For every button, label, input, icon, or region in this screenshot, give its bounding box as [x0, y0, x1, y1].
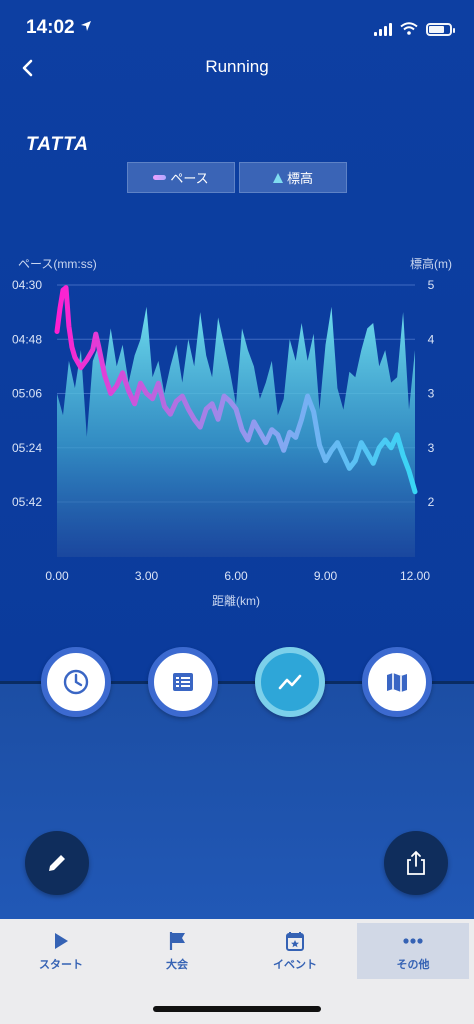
pace-tick-label: 05:24	[12, 441, 42, 455]
location-arrow-icon	[80, 20, 92, 36]
edit-button[interactable]	[25, 831, 89, 895]
chart-line-icon	[278, 674, 302, 690]
elevation-area	[57, 306, 415, 557]
cellular-signal-icon	[374, 23, 392, 36]
divider-line	[0, 681, 474, 684]
tab-more[interactable]: その他	[357, 923, 469, 979]
distance-tick-label: 9.00	[314, 569, 338, 583]
pencil-icon	[49, 855, 65, 871]
legend-elevation-label: 標高	[286, 172, 313, 187]
pace-tick-label: 04:30	[12, 278, 42, 292]
list-icon	[173, 673, 193, 691]
calendar-star-icon	[286, 932, 304, 951]
tab-events-label: イベント	[273, 958, 317, 971]
tatta-logo: TATTA	[26, 134, 90, 155]
home-indicator	[153, 1006, 321, 1012]
right-axis-title: 標高(m)	[410, 256, 452, 271]
elevation-tick-label: 4	[428, 332, 435, 346]
distance-tick-label: 0.00	[45, 569, 69, 583]
header-background	[0, 0, 474, 683]
list-button[interactable]	[148, 647, 218, 717]
elevation-tick-label: 5	[428, 278, 435, 292]
pace-elevation-chart: ペース(mm:ss) 標高(m) 04:30 04:48 05:06 05:24 05:42…	[12, 256, 452, 608]
play-icon	[55, 933, 68, 949]
status-bar: 14:02	[0, 0, 474, 56]
legend-elevation-toggle[interactable]: 標高	[239, 162, 347, 193]
chart-button[interactable]	[255, 647, 325, 717]
distance-tick-label: 3.00	[135, 569, 159, 583]
pace-tick-label: 04:48	[12, 332, 42, 346]
map-icon	[387, 673, 407, 692]
tab-more-label: その他	[396, 958, 430, 971]
elevation-tick-label: 2	[428, 495, 435, 509]
chevron-left-icon	[22, 59, 33, 77]
tab-races[interactable]: 大会	[121, 923, 233, 979]
tab-start[interactable]: スタート	[5, 923, 117, 979]
back-button[interactable]	[14, 54, 44, 84]
status-icons	[374, 20, 455, 39]
pace-tick-label: 05:06	[12, 387, 42, 401]
pace-tick-label: 05:42	[12, 495, 42, 509]
legend-pace-label: ペース	[170, 172, 209, 187]
tab-start-label: スタート	[39, 958, 83, 971]
wifi-icon	[400, 20, 418, 39]
pace-swatch-icon	[153, 175, 167, 180]
share-button[interactable]	[384, 831, 448, 895]
distance-tick-label: 12.00	[400, 569, 430, 583]
tab-races-label: 大会	[166, 958, 188, 971]
elevation-tick-label: 3	[428, 387, 435, 401]
more-icon	[403, 938, 423, 944]
clock-icon	[63, 669, 89, 695]
x-axis-title: 距離(km)	[212, 594, 260, 608]
tab-events[interactable]: イベント	[239, 923, 351, 979]
battery-icon	[426, 23, 455, 36]
flag-icon	[169, 932, 185, 950]
map-button[interactable]	[362, 647, 432, 717]
share-icon	[407, 850, 425, 875]
elevation-tick-label: 3	[428, 441, 435, 455]
status-time: 14:02	[26, 17, 75, 38]
legend-pace-toggle[interactable]: ペース	[127, 162, 235, 193]
history-button[interactable]	[41, 647, 111, 717]
left-axis-title: ペース(mm:ss)	[18, 257, 97, 271]
pace-line	[54, 285, 418, 495]
mountain-icon	[272, 172, 283, 183]
page-title: Running	[205, 57, 269, 76]
distance-tick-label: 6.00	[224, 569, 248, 583]
